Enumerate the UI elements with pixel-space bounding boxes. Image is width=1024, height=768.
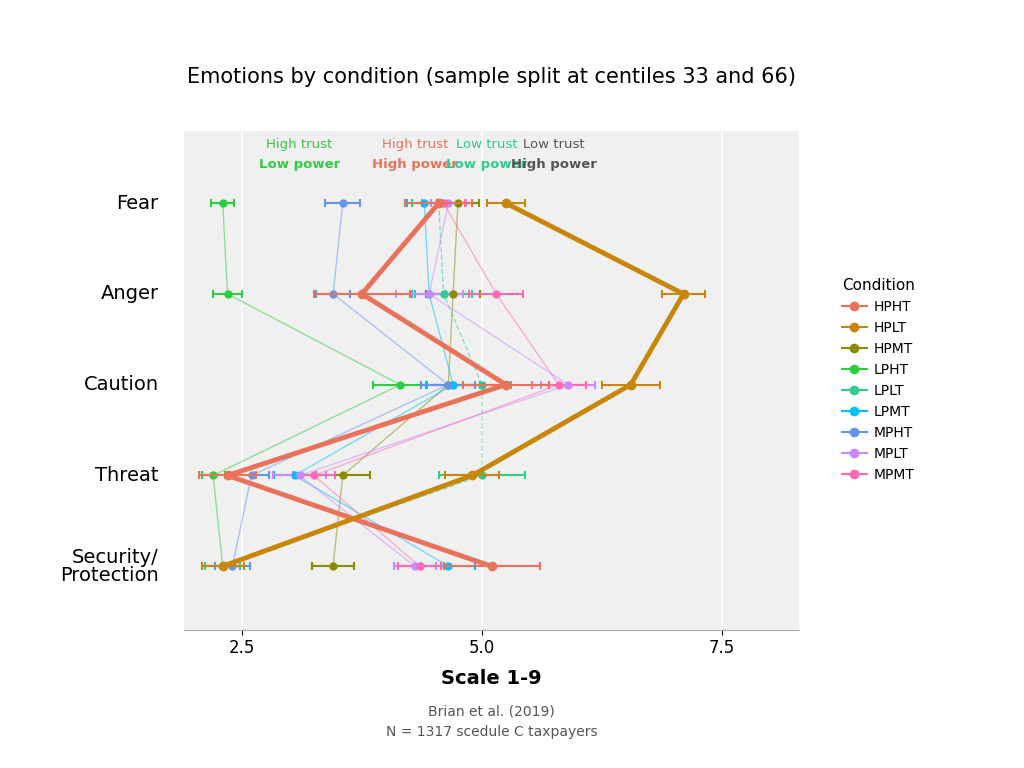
Text: High trust: High trust [266,137,333,151]
Text: Caution: Caution [84,376,159,394]
Text: Low trust: Low trust [456,137,517,151]
Text: Threat: Threat [95,466,159,485]
Text: Low power: Low power [446,158,527,171]
Text: Emotions by condition (sample split at centiles 33 and 66): Emotions by condition (sample split at c… [187,67,796,87]
Text: Low trust: Low trust [523,137,585,151]
Text: Brian et al. (2019)
N = 1317 scedule C taxpayers: Brian et al. (2019) N = 1317 scedule C t… [386,704,597,740]
Text: Security/: Security/ [72,548,159,567]
Text: Low power: Low power [259,158,340,171]
X-axis label: Scale 1-9: Scale 1-9 [441,669,542,687]
Legend: HPHT, HPLT, HPMT, LPHT, LPLT, LPMT, MPHT, MPLT, MPMT: HPHT, HPLT, HPMT, LPHT, LPLT, LPMT, MPHT… [837,273,921,488]
Text: High power: High power [372,158,458,171]
Text: Anger: Anger [100,284,159,303]
Text: Protection: Protection [60,566,159,585]
Text: High power: High power [511,158,597,171]
Text: High trust: High trust [382,137,447,151]
Text: Fear: Fear [117,194,159,213]
